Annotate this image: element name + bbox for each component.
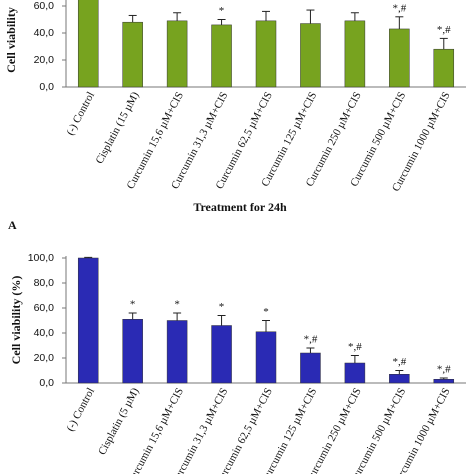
significance-label: *,#: [437, 24, 451, 36]
significance-label: *: [263, 306, 269, 318]
significance-label: *: [219, 301, 225, 313]
y-tick-label: 60,0: [34, 0, 55, 12]
significance-label: *: [174, 299, 180, 311]
y-tick-label: 80,0: [34, 277, 55, 289]
bar: [211, 325, 232, 384]
y-axis-title: Cell viability (%): [9, 276, 23, 365]
significance-label: *: [130, 299, 136, 311]
y-tick-label: 0,0: [39, 377, 54, 389]
bar: [166, 20, 188, 88]
bar: [389, 28, 410, 88]
y-axis-title: Cell viability: [4, 7, 18, 73]
y-tick-label: 40,0: [34, 27, 55, 39]
x-tick-label: (-) Control: [64, 386, 97, 433]
y-tick-label: 20,0: [34, 352, 55, 364]
x-tick-label: Cisplatin (15 µM): [94, 90, 142, 166]
panel-label: A: [8, 218, 17, 232]
x-tick-label: (-) Control: [64, 90, 97, 137]
significance-label: *,#: [392, 2, 406, 14]
bar: [77, 257, 99, 384]
bar: [300, 352, 321, 384]
x-axis-title: Treatment for 24h: [193, 200, 287, 214]
significance-label: *,#: [348, 341, 362, 353]
y-tick-label: 40,0: [34, 327, 55, 339]
bar: [344, 20, 366, 88]
y-tick-label: 100,0: [28, 252, 54, 264]
bar: [300, 23, 321, 88]
bar: [389, 374, 410, 384]
bar: [122, 21, 143, 88]
y-tick-label: 0,0: [39, 81, 54, 93]
y-tick-label: 20,0: [34, 54, 55, 66]
y-tick-label: 60,0: [34, 302, 55, 314]
bar: [255, 331, 277, 384]
bar: [77, 0, 99, 88]
bar: [166, 320, 188, 384]
bar: [211, 24, 232, 88]
significance-label: *: [219, 5, 225, 17]
bar: [255, 20, 277, 88]
bar: [122, 319, 143, 384]
bar: [433, 48, 455, 88]
significance-label: *,#: [304, 334, 318, 346]
significance-label: *,#: [392, 356, 406, 368]
x-tick-label: Cisplatin (5 µM): [96, 386, 142, 457]
bar: [433, 379, 455, 384]
bar: [344, 362, 366, 384]
significance-label: *,#: [437, 364, 451, 376]
